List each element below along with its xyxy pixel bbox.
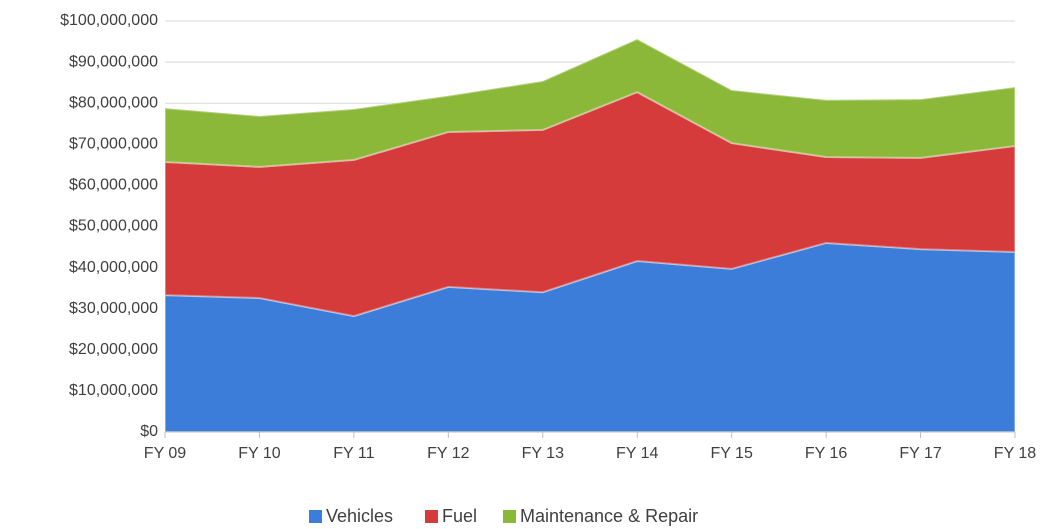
x-tick-label: FY 18 [994, 445, 1037, 462]
legend-swatch [309, 510, 322, 523]
x-tick-label: FY 16 [805, 445, 848, 462]
y-tick-label: $10,000,000 [69, 382, 158, 399]
y-tick-label: $50,000,000 [69, 218, 158, 235]
axes: $0 $10,000,000 $20,000,000 $30,000,000 $40,0… [60, 12, 1036, 462]
area [164, 91, 1016, 318]
legend-label: Fuel [442, 506, 477, 526]
x-tick-label: FY 14 [616, 445, 659, 462]
y-tick-label: $70,000,000 [69, 136, 158, 153]
y-tick-label: $60,000,000 [69, 177, 158, 194]
areas [164, 37, 1016, 433]
legend-label: Maintenance & Repair [520, 506, 698, 526]
y-tick-label: $100,000,000 [60, 12, 158, 29]
legend-swatch [503, 510, 516, 523]
x-tick-label: FY 15 [710, 445, 753, 462]
x-tick-label: FY 12 [427, 445, 470, 462]
x-tick-label: FY 13 [522, 445, 565, 462]
legend: Vehicles Fuel Maintenance & Repair [309, 506, 698, 526]
y-tick-label: $80,000,000 [69, 94, 158, 111]
legend-swatch [425, 510, 438, 523]
y-tick-label: $0 [140, 423, 158, 440]
y-tick-label: $90,000,000 [69, 53, 158, 70]
y-tick-label: $40,000,000 [69, 259, 158, 276]
x-tick-label: FY 09 [144, 445, 187, 462]
y-tick-label: $20,000,000 [69, 341, 158, 358]
legend-label: Vehicles [326, 506, 393, 526]
area [164, 37, 1016, 168]
x-tick-label: FY 17 [899, 445, 942, 462]
y-tick-label: $30,000,000 [69, 300, 158, 317]
x-tick-label: FY 10 [238, 445, 281, 462]
x-tick-label: FY 11 [333, 445, 374, 462]
